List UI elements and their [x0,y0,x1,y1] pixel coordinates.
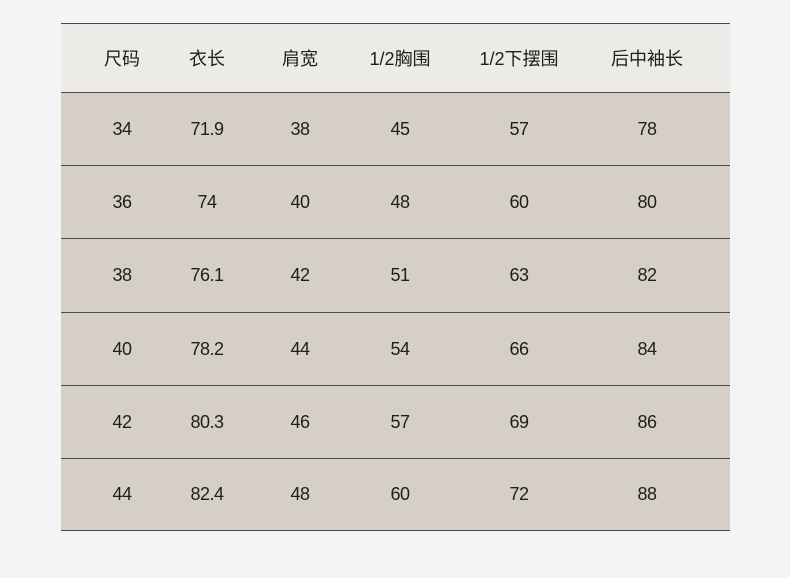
table-cell: 51 [390,265,410,285]
table-cell: 40 [290,191,310,212]
table-cell: 57 [390,411,410,432]
table-row: 42 80.3 46 57 69 86 [61,386,730,459]
table-cell: 86 [637,411,657,432]
table-cell: 46 [290,411,310,432]
table-cell: 34 [112,118,132,139]
table-cell: 88 [637,484,657,504]
table-cell: 72 [509,484,529,504]
column-header: 1/2下摆围 [479,49,559,69]
table-row: 36 74 40 48 60 80 [61,166,730,239]
table-cell: 38 [112,265,132,285]
table-row: 40 78.2 44 54 66 84 [61,313,730,386]
table-cell: 44 [290,338,310,359]
table-cell: 36 [112,191,132,212]
table-cell: 78.2 [190,338,224,359]
table-cell: 45 [390,118,410,139]
table-cell: 48 [390,191,410,212]
table-cell: 57 [509,118,529,139]
table-cell: 42 [290,265,310,285]
table-cell: 63 [509,265,529,285]
table-cell: 74 [197,191,217,212]
column-header: 尺码 [104,49,140,69]
table-cell: 82 [637,265,657,285]
table-cell: 69 [509,411,529,432]
table-cell: 60 [390,484,410,504]
table-cell: 54 [390,338,410,359]
table-cell: 84 [637,338,657,359]
table-cell: 60 [509,191,529,212]
table-cell: 80.3 [190,411,224,432]
table-header-row: 尺码 衣长 肩宽 1/2胸围 1/2下摆围 后中袖长 [61,24,730,93]
table-cell: 82.4 [190,484,224,504]
table-cell: 38 [290,118,310,139]
column-header: 肩宽 [282,49,318,69]
table-cell: 42 [112,411,132,432]
table-cell: 66 [509,338,529,359]
table-cell: 44 [112,484,132,504]
table-row: 34 71.9 38 45 57 78 [61,93,730,166]
table-cell: 78 [637,118,657,139]
size-chart-table: 尺码 衣长 肩宽 1/2胸围 1/2下摆围 后中袖长 34 71.9 38 45 57 78 36 74 4… [61,23,730,531]
column-header: 1/2胸围 [369,49,431,69]
table-cell: 48 [290,484,310,504]
table-cell: 80 [637,191,657,212]
table-row: 38 76.1 42 51 63 82 [61,239,730,313]
table-cell: 40 [112,338,132,359]
table-row: 44 82.4 48 60 72 88 [61,459,730,531]
column-header: 衣长 [189,49,225,69]
table-cell: 76.1 [190,265,224,285]
column-header: 后中袖长 [611,49,683,69]
table-cell: 71.9 [190,118,224,139]
